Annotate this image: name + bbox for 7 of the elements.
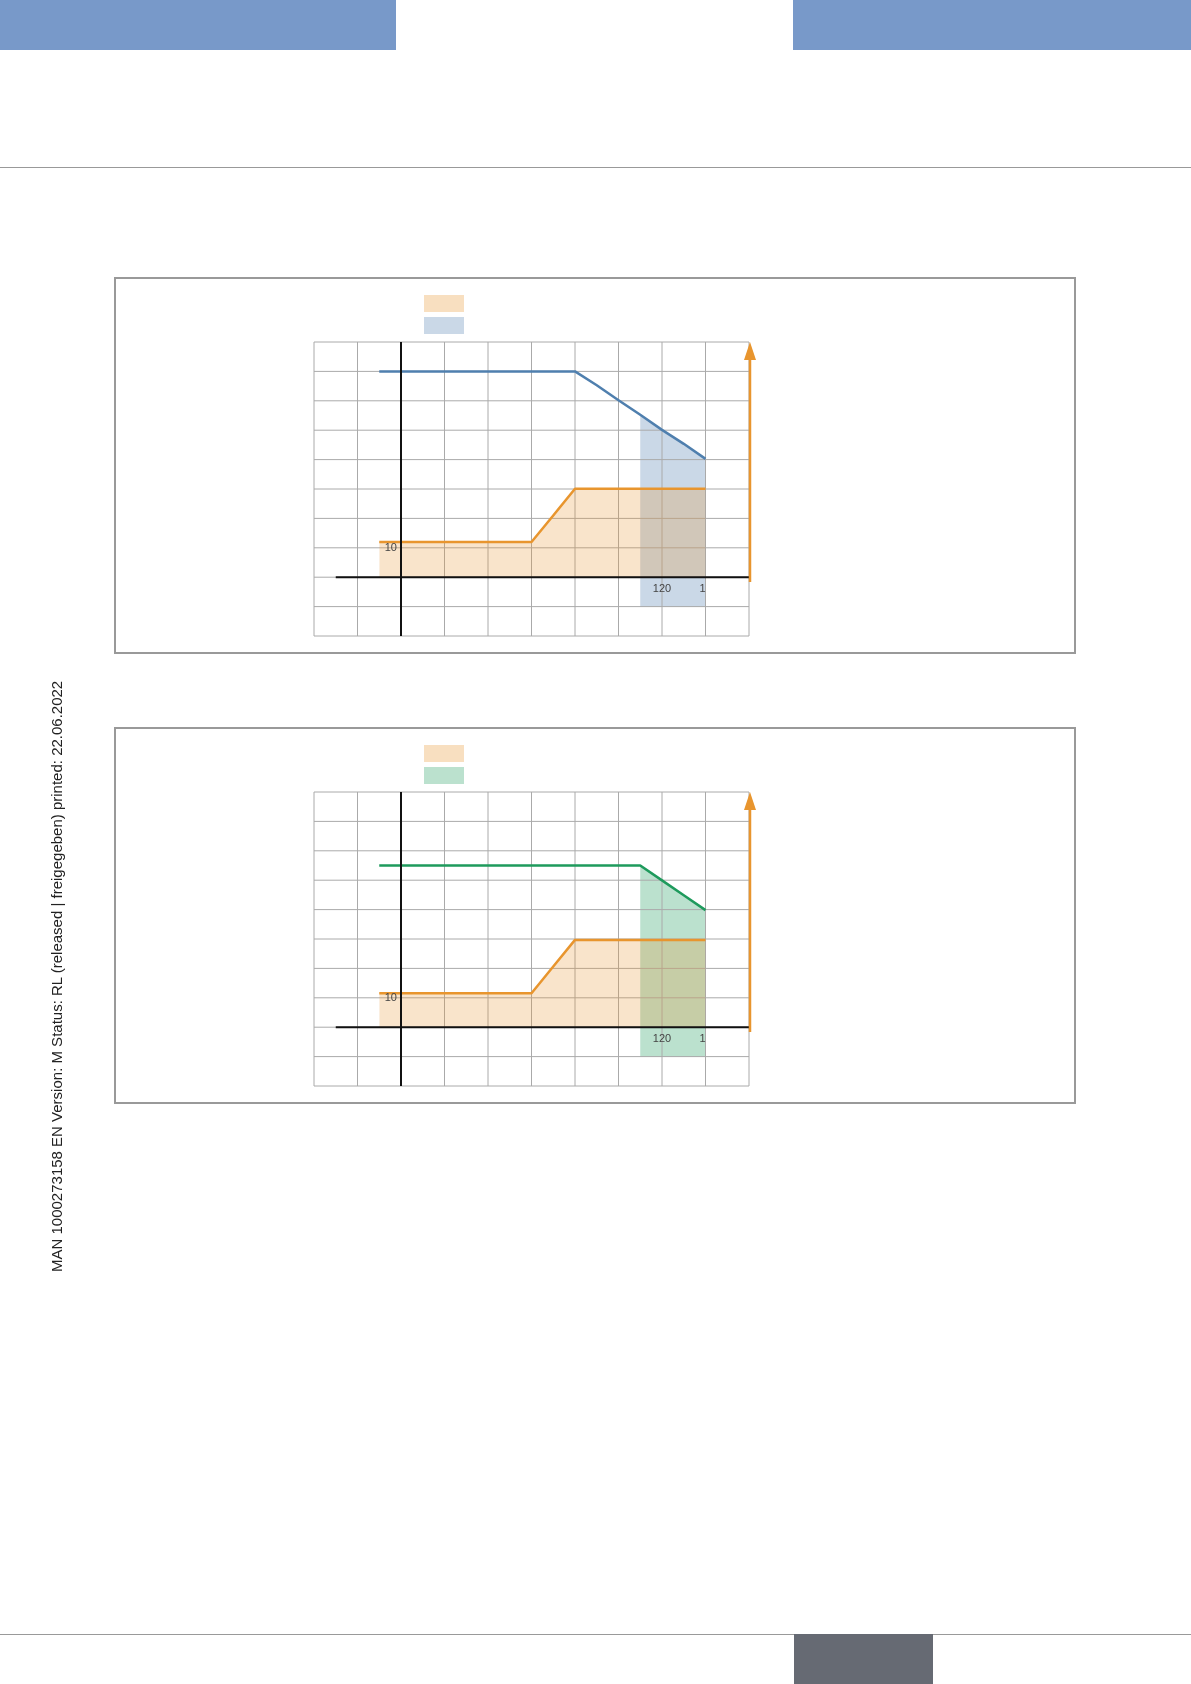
text: 120 [652, 1032, 672, 1045]
annotation: 10 [384, 990, 397, 1003]
text: 1 [699, 582, 706, 595]
text: MAN 1000273158 EN Version: M Status: RL (released | freigegeben) printed: 22.06.2022 [48, 680, 65, 1272]
annotation: 10 [384, 540, 397, 553]
text: 120 [652, 582, 672, 595]
text: 1 [699, 1032, 706, 1045]
